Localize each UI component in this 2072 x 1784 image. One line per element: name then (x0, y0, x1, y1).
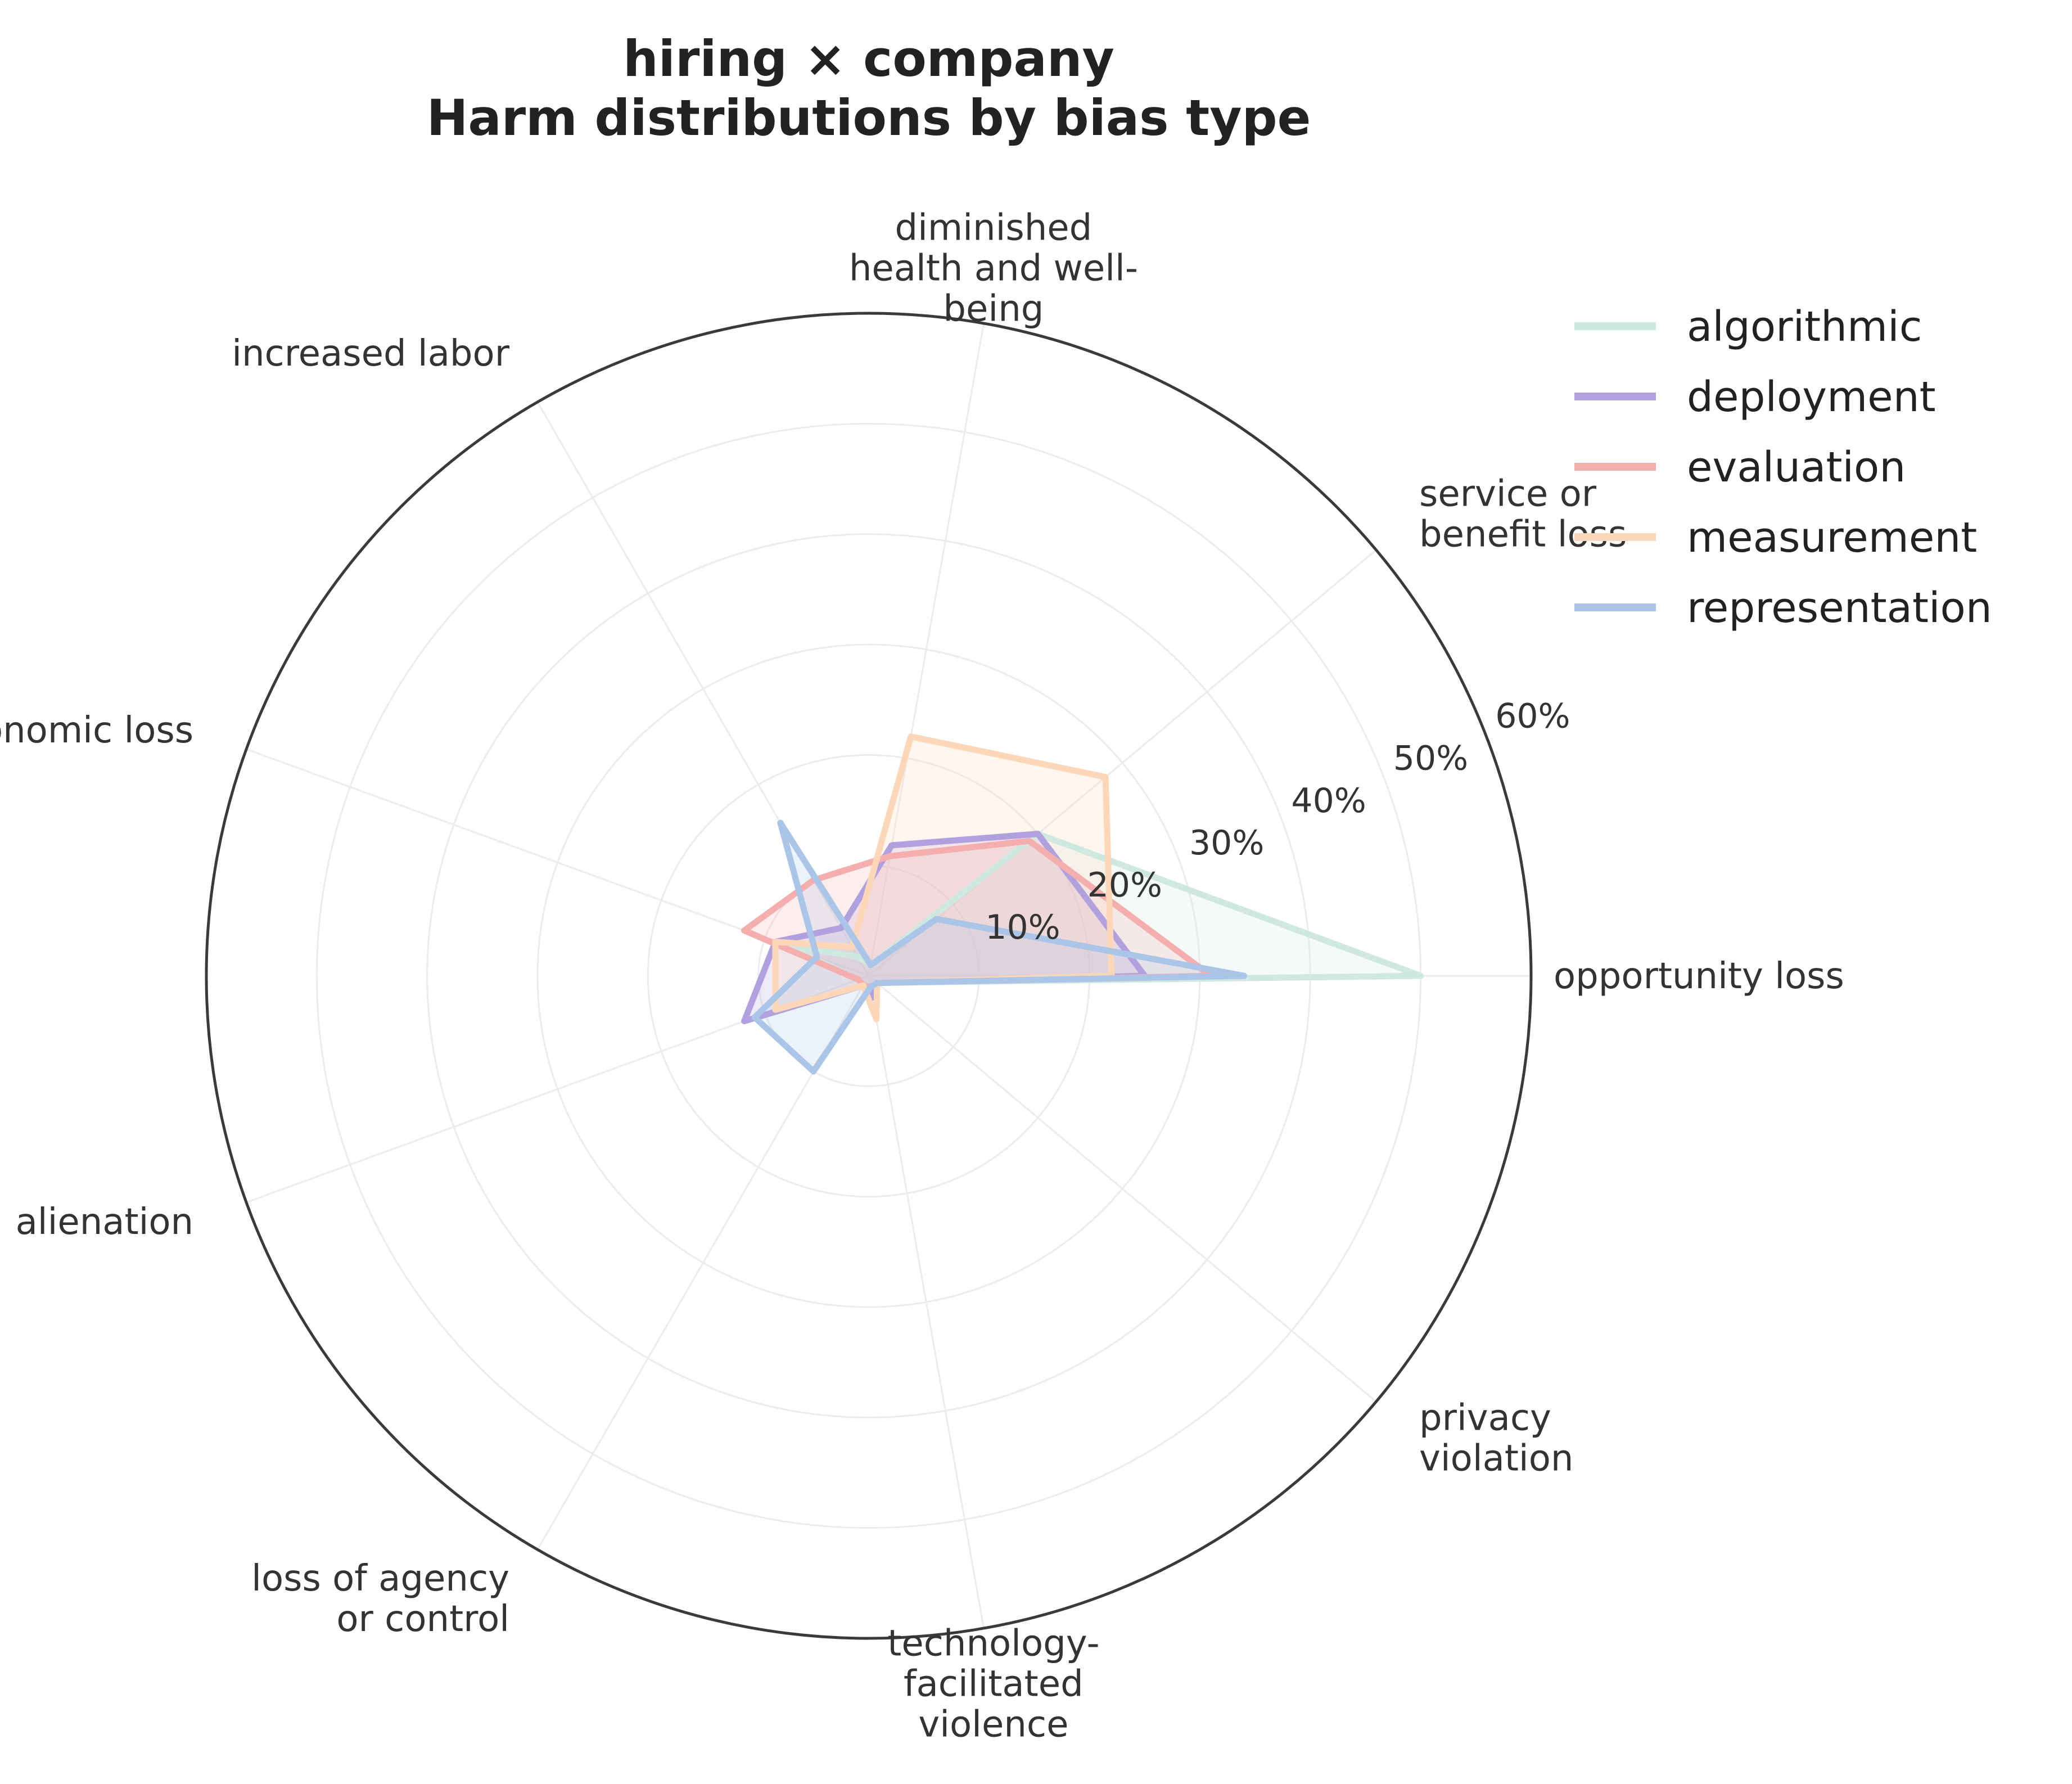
category-label-line: or control (336, 1598, 509, 1640)
category-label-line: technology- (887, 1623, 1099, 1665)
category-label-line: opportunity loss (1554, 956, 1844, 997)
grid-spoke-2 (868, 549, 1377, 977)
legend-item-measurement: measurement (1574, 513, 1977, 562)
r-tick-label-40: 40% (1291, 781, 1366, 821)
category-label-line: alienation (16, 1201, 194, 1243)
category-label-line: service or (1419, 474, 1597, 515)
category-label-line: violation (1419, 1438, 1573, 1480)
grid-spoke-8 (868, 975, 985, 1629)
category-label-line: health and well- (849, 247, 1138, 289)
series-line-representation (751, 819, 1247, 1075)
r-tick-label-10: 10% (985, 908, 1060, 947)
legend-item-deployment: deployment (1574, 373, 1936, 421)
category-label-line: being (943, 288, 1044, 330)
legend-item-evaluation: evaluation (1574, 443, 1906, 492)
outer-frame (205, 312, 1533, 1640)
category-label-line: privacy (1419, 1398, 1551, 1439)
series-fill-algorithmic (786, 834, 1421, 987)
category-label-line: loss of agency (251, 1558, 509, 1600)
category-label-5: economic loss (0, 710, 193, 751)
legend-item-representation: representation (1574, 584, 1992, 632)
r-tick-label-30: 30% (1189, 823, 1264, 863)
legend: algorithmic deployment evaluation measureme… (1574, 303, 1992, 632)
category-label-1: opportunity loss (1554, 956, 1844, 997)
legend-label: deployment (1687, 373, 1936, 421)
series-line-measurement (772, 733, 1115, 1022)
legend-label: measurement (1687, 513, 1977, 562)
legend-item-algorithmic: algorithmic (1574, 303, 1922, 351)
legend-label: evaluation (1687, 443, 1906, 492)
category-label-4: increased labor (232, 333, 510, 375)
category-label-line: economic loss (0, 710, 193, 751)
radial-tick-labels: 10% 20% 30% 40% 50% 60% (985, 697, 1570, 948)
grid-spoke-3 (868, 323, 985, 976)
r-tick-label-20: 20% (1087, 866, 1162, 905)
legend-label: algorithmic (1687, 303, 1922, 351)
category-label-line: diminished (895, 207, 1093, 249)
chart-title-line-1: hiring × company (623, 30, 1114, 88)
r-tick-label-50: 50% (1393, 739, 1468, 778)
category-label-line: increased labor (232, 333, 510, 375)
chart-title-line-2: Harm distributions by bias type (427, 89, 1311, 147)
category-label-6: alienation (16, 1201, 194, 1243)
category-label-line: violence (918, 1704, 1068, 1746)
legend-label: representation (1687, 584, 1992, 632)
grid-spoke-9 (868, 975, 1377, 1403)
series-layer (741, 733, 1424, 1075)
category-label-line: facilitated (904, 1664, 1084, 1705)
r-tick-label-60: 60% (1495, 697, 1570, 736)
series-fill-representation (755, 823, 1244, 1071)
